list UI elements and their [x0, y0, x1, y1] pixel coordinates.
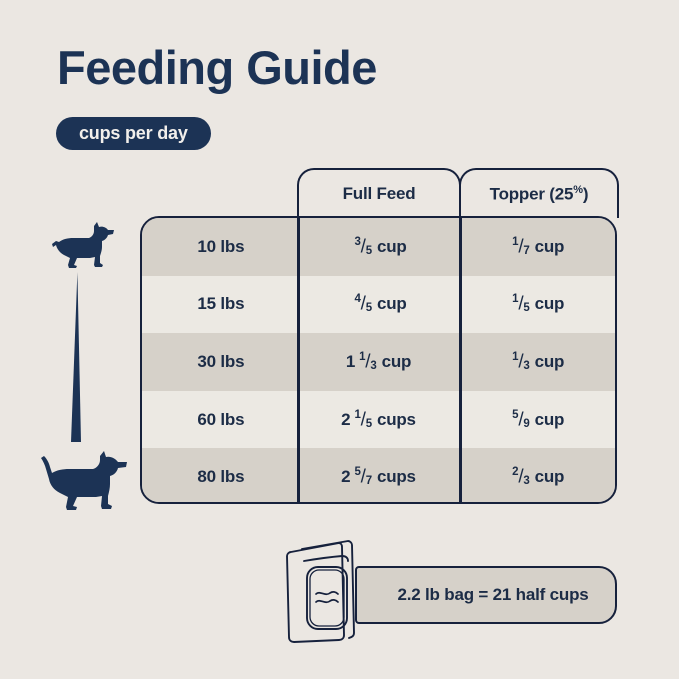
column-header-full-feed: Full Feed [297, 168, 461, 218]
cups-per-day-badge: cups per day [56, 117, 211, 150]
table-row: 60 lbs 2 1/5 cups 5/9 cup [142, 390, 615, 449]
cell-topper: 1/3 cup [512, 350, 565, 373]
cell-weight: 80 lbs [197, 467, 245, 487]
food-bag-icon [286, 540, 355, 643]
column-header-topper: Topper (25%) [459, 168, 619, 218]
table-row: 80 lbs 2 5/7 cups 2/3 cup [142, 448, 615, 502]
cell-weight: 10 lbs [197, 236, 245, 256]
cell-weight: 30 lbs [197, 351, 245, 371]
cell-topper: 2/3 cup [512, 466, 565, 488]
table-row: 30 lbs 1 1/3 cup 1/3 cup [142, 333, 615, 391]
column-divider-1 [297, 218, 300, 502]
large-dog-icon [41, 451, 127, 510]
cell-full-feed: 2 1/5 cups [341, 408, 416, 431]
column-header-full-feed-label: Full Feed [342, 184, 416, 203]
cell-topper: 1/5 cup [512, 293, 565, 315]
bag-yield-note: 2.2 lb bag = 21 half cups [355, 566, 617, 624]
feeding-table: Full Feed Topper (25%) 10 lbs 3/5 cup 1/7… [140, 168, 619, 504]
table-body: 10 lbs 3/5 cup 1/7 cup 15 lbs 4/5 cup 1/5 cu… [140, 216, 617, 504]
page-title: Feeding Guide [57, 41, 377, 94]
cell-full-feed: 4/5 cup [354, 293, 407, 315]
column-header-topper-label: Topper (25%) [489, 183, 589, 204]
cell-weight: 60 lbs [197, 409, 245, 429]
badge-label: cups per day [79, 123, 188, 143]
cell-full-feed: 2 5/7 cups [341, 466, 416, 488]
column-divider-2 [459, 218, 462, 502]
size-gradient-wedge-icon [71, 272, 81, 442]
small-dog-icon [52, 222, 114, 268]
table-row: 10 lbs 3/5 cup 1/7 cup [142, 218, 615, 276]
table-rows: 10 lbs 3/5 cup 1/7 cup 15 lbs 4/5 cup 1/5 cu… [142, 218, 615, 502]
bag-yield-text: 2.2 lb bag = 21 half cups [397, 585, 589, 604]
cell-topper: 5/9 cup [512, 408, 565, 431]
cell-weight: 15 lbs [197, 294, 245, 314]
table-row: 15 lbs 4/5 cup 1/5 cup [142, 275, 615, 334]
cell-topper: 1/7 cup [512, 235, 565, 258]
cell-full-feed: 1 1/3 cup [345, 350, 412, 373]
cell-full-feed: 3/5 cup [354, 235, 407, 258]
